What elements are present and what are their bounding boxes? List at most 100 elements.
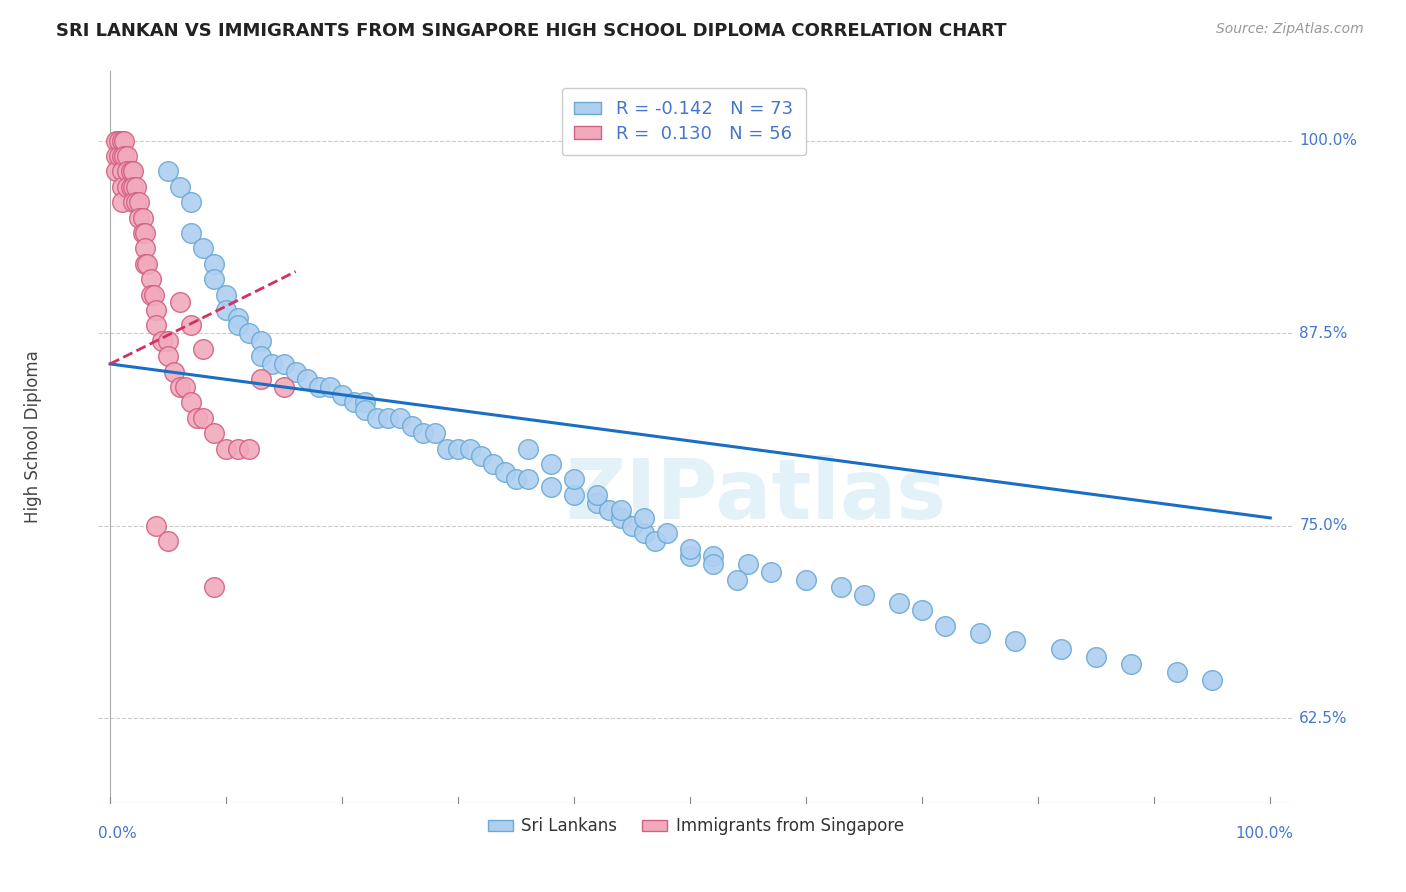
Point xyxy=(157,164,180,178)
Point xyxy=(120,164,142,178)
Point xyxy=(143,287,166,301)
Point xyxy=(128,211,150,225)
Point xyxy=(204,426,226,441)
Point xyxy=(273,380,295,394)
Point xyxy=(124,179,146,194)
Point xyxy=(308,380,330,394)
Point xyxy=(401,418,423,433)
Point xyxy=(633,526,655,541)
Point xyxy=(761,565,783,579)
Point xyxy=(226,310,249,325)
Point xyxy=(969,626,991,640)
Point xyxy=(238,326,260,340)
Point xyxy=(1004,634,1026,648)
Point xyxy=(186,410,208,425)
Point xyxy=(516,472,538,486)
Point xyxy=(180,395,202,409)
Point xyxy=(284,365,307,379)
Point xyxy=(1166,665,1188,679)
Point xyxy=(131,211,153,225)
Point xyxy=(104,149,127,163)
Text: SRI LANKAN VS IMMIGRANTS FROM SINGAPORE HIGH SCHOOL DIPLOMA CORRELATION CHART: SRI LANKAN VS IMMIGRANTS FROM SINGAPORE … xyxy=(56,22,1007,40)
Point xyxy=(122,164,145,178)
Point xyxy=(1085,649,1108,664)
Point xyxy=(169,380,191,394)
Point xyxy=(111,195,134,210)
Point xyxy=(226,318,249,333)
Point xyxy=(644,534,666,549)
Point xyxy=(598,503,620,517)
Text: 62.5%: 62.5% xyxy=(1299,711,1348,725)
Point xyxy=(725,573,748,587)
Point xyxy=(117,149,139,163)
Point xyxy=(111,179,134,194)
Point xyxy=(180,318,202,333)
Text: 100.0%: 100.0% xyxy=(1236,826,1294,841)
Point xyxy=(180,226,202,240)
Point xyxy=(139,272,162,286)
Point xyxy=(853,588,876,602)
Point xyxy=(112,134,135,148)
Point xyxy=(163,365,186,379)
Point xyxy=(377,410,399,425)
Point xyxy=(447,442,470,456)
Point xyxy=(145,318,167,333)
Point xyxy=(470,450,492,464)
Point xyxy=(366,410,388,425)
Point xyxy=(180,195,202,210)
Point xyxy=(679,541,702,556)
Point xyxy=(436,442,458,456)
Point xyxy=(540,457,562,471)
Point xyxy=(562,488,585,502)
Point xyxy=(250,349,273,363)
Point xyxy=(128,195,150,210)
Point xyxy=(111,149,134,163)
Text: 0.0%: 0.0% xyxy=(98,826,138,841)
Point xyxy=(609,511,631,525)
Point xyxy=(122,195,145,210)
Point xyxy=(108,149,131,163)
Point xyxy=(145,518,167,533)
Point xyxy=(273,357,295,371)
Point xyxy=(794,573,817,587)
Point xyxy=(1119,657,1142,672)
Text: 87.5%: 87.5% xyxy=(1299,326,1348,341)
Point xyxy=(458,442,481,456)
Point xyxy=(134,257,156,271)
Point xyxy=(120,179,142,194)
Point xyxy=(111,134,134,148)
Point xyxy=(157,334,180,348)
Point xyxy=(679,549,702,564)
Point xyxy=(737,557,759,571)
Point xyxy=(412,426,434,441)
Point xyxy=(111,164,134,178)
Point xyxy=(150,334,173,348)
Point xyxy=(516,442,538,456)
Point xyxy=(191,410,214,425)
Point xyxy=(157,534,180,549)
Point xyxy=(1050,641,1073,656)
Text: 100.0%: 100.0% xyxy=(1299,133,1357,148)
Point xyxy=(108,134,131,148)
Text: Source: ZipAtlas.com: Source: ZipAtlas.com xyxy=(1216,22,1364,37)
Point xyxy=(343,395,366,409)
Point xyxy=(104,164,127,178)
Point xyxy=(238,442,260,456)
Point xyxy=(215,442,238,456)
Point xyxy=(586,488,609,502)
Point xyxy=(204,272,226,286)
Point xyxy=(169,295,191,310)
Point xyxy=(934,618,956,632)
Point xyxy=(215,287,238,301)
Point xyxy=(134,226,156,240)
Point xyxy=(250,372,273,386)
Point xyxy=(1201,673,1223,687)
Point xyxy=(389,410,412,425)
Point xyxy=(191,342,214,356)
Point xyxy=(104,134,127,148)
Point xyxy=(136,257,159,271)
Point xyxy=(117,179,139,194)
Point xyxy=(139,287,162,301)
Point xyxy=(134,242,156,256)
Point xyxy=(297,372,319,386)
